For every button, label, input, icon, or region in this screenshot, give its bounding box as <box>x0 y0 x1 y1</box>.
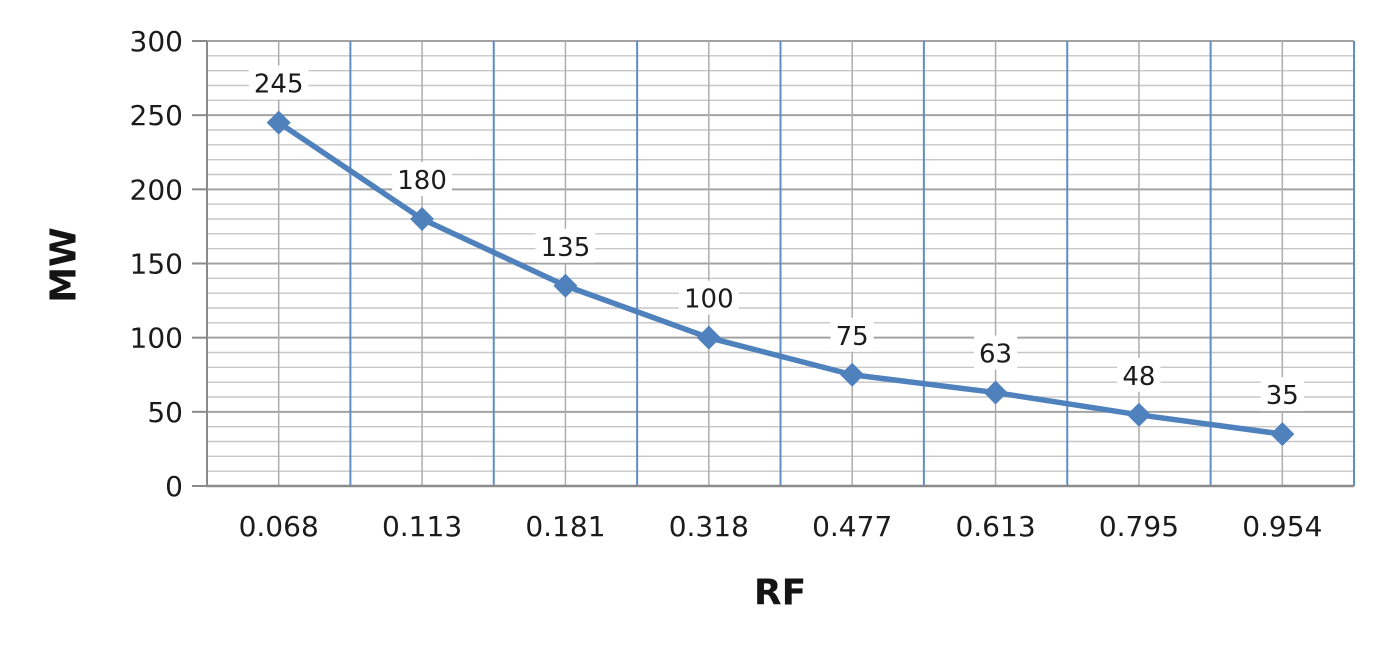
series-line <box>275 119 1286 437</box>
data-point-label-bg <box>248 65 309 100</box>
data-point-label-bg <box>830 317 874 352</box>
x-tick-label: 0.318 <box>669 510 749 543</box>
data-point-label: 180 <box>397 166 447 196</box>
x-tick-label: 0.477 <box>812 510 892 543</box>
data-point-label-bg <box>1260 377 1304 412</box>
data-point-label: 135 <box>541 233 591 263</box>
data-point-marker <box>696 325 721 350</box>
y-tick-label: 50 <box>147 396 183 429</box>
data-point-marker <box>410 207 435 231</box>
data-point-label: 63 <box>979 340 1012 370</box>
x-tick-label: 0.068 <box>239 510 319 543</box>
x-tick-label: 0.113 <box>382 510 462 543</box>
x-tick-label: 0.795 <box>1099 510 1179 543</box>
x-axis-title: RF <box>753 572 807 614</box>
data-point-marker <box>1270 422 1295 447</box>
y-tick-label: 150 <box>130 248 183 281</box>
y-tick-label: 0 <box>165 470 183 503</box>
data-point-marker <box>266 110 291 135</box>
y-tick-label: 200 <box>130 173 183 206</box>
y-tick-label: 300 <box>130 25 183 58</box>
data-point-label-bg <box>1117 357 1161 392</box>
y-tick-label: 100 <box>130 322 183 355</box>
data-point-label-bg <box>678 280 739 315</box>
x-tick-label: 0.954 <box>1242 510 1322 543</box>
data-point-label: 35 <box>1266 381 1299 411</box>
x-tick-label: 0.613 <box>955 510 1035 543</box>
data-point-marker <box>840 362 865 387</box>
data-point-label-bg <box>973 335 1018 370</box>
x-tick-label: 0.181 <box>525 510 605 543</box>
data-point-label-bg <box>535 228 596 263</box>
data-point-label: 48 <box>1122 362 1155 392</box>
data-point-label: 75 <box>836 322 869 352</box>
data-point-label-bg <box>392 162 452 196</box>
data-point-marker <box>553 273 578 298</box>
data-point-marker <box>983 380 1008 405</box>
data-point-label: 100 <box>684 285 734 315</box>
data-point-marker <box>1126 402 1151 427</box>
data-point-label: 245 <box>254 70 304 100</box>
y-tick-label: 250 <box>130 99 183 132</box>
y-axis-title: MW <box>43 227 85 303</box>
